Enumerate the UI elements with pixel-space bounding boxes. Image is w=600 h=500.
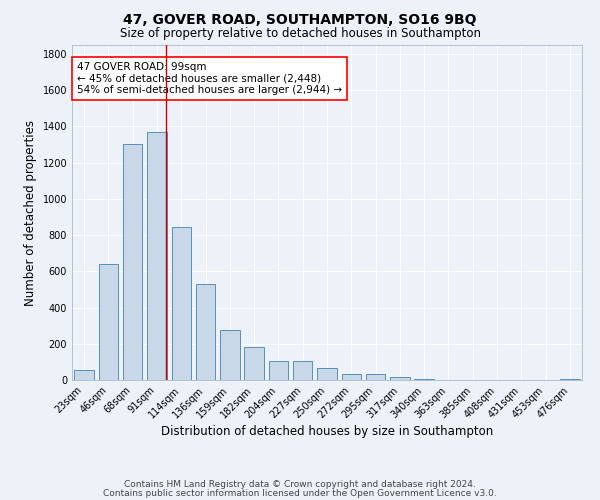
Y-axis label: Number of detached properties: Number of detached properties	[24, 120, 37, 306]
Bar	[220, 330, 239, 380]
Text: Contains public sector information licensed under the Open Government Licence v3: Contains public sector information licen…	[103, 490, 497, 498]
Bar	[293, 361, 313, 380]
Text: Size of property relative to detached houses in Southampton: Size of property relative to detached ho…	[119, 28, 481, 40]
Text: 47, GOVER ROAD, SOUTHAMPTON, SO16 9BQ: 47, GOVER ROAD, SOUTHAMPTON, SO16 9BQ	[123, 12, 477, 26]
Bar	[560, 378, 580, 380]
Bar	[147, 132, 167, 380]
Bar	[390, 376, 410, 380]
Bar	[366, 374, 385, 380]
Bar	[269, 361, 288, 380]
Text: Contains HM Land Registry data © Crown copyright and database right 2024.: Contains HM Land Registry data © Crown c…	[124, 480, 476, 489]
X-axis label: Distribution of detached houses by size in Southampton: Distribution of detached houses by size …	[161, 426, 493, 438]
Bar	[196, 284, 215, 380]
Bar	[415, 378, 434, 380]
Text: 47 GOVER ROAD: 99sqm
← 45% of detached houses are smaller (2,448)
54% of semi-de: 47 GOVER ROAD: 99sqm ← 45% of detached h…	[77, 62, 342, 95]
Bar	[172, 227, 191, 380]
Bar	[74, 370, 94, 380]
Bar	[317, 368, 337, 380]
Bar	[99, 264, 118, 380]
Bar	[341, 374, 361, 380]
Bar	[244, 346, 264, 380]
Bar	[123, 144, 142, 380]
